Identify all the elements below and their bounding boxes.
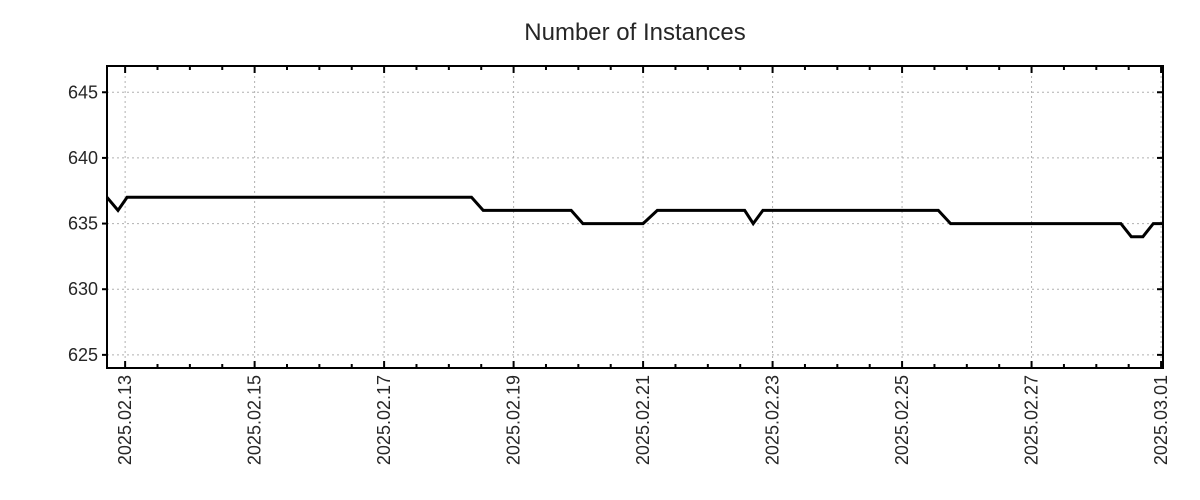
- axis-labels: 625 630 635 640 645 2025.02.13 2025.02.15 2025.…: [68, 82, 1171, 465]
- x-tick-label: 2025.03.01: [1151, 375, 1171, 465]
- y-tick-label: 635: [68, 214, 98, 234]
- tick-layer: [102, 65, 1164, 369]
- y-tick-label: 640: [68, 148, 98, 168]
- plot-border: [106, 65, 1164, 369]
- x-tick-label: 2025.02.17: [374, 375, 394, 465]
- y-tick-label: 625: [68, 345, 98, 365]
- x-tick-label: 2025.02.25: [892, 375, 912, 465]
- x-tick-label: 2025.02.13: [115, 375, 135, 465]
- x-tick-label: 2025.02.15: [245, 375, 265, 465]
- grid-layer: [107, 66, 1163, 368]
- series-line-instances: [105, 195, 1163, 239]
- y-tick-label: 630: [68, 279, 98, 299]
- x-tick-label: 2025.02.23: [763, 375, 783, 465]
- chart-title: Number of Instances: [524, 19, 745, 46]
- series-layer: [105, 195, 1163, 239]
- y-tick-label: 645: [68, 82, 98, 102]
- x-tick-label: 2025.02.27: [1022, 375, 1042, 465]
- x-tick-label: 2025.02.19: [504, 375, 524, 465]
- x-tick-label: 2025.02.21: [633, 375, 653, 465]
